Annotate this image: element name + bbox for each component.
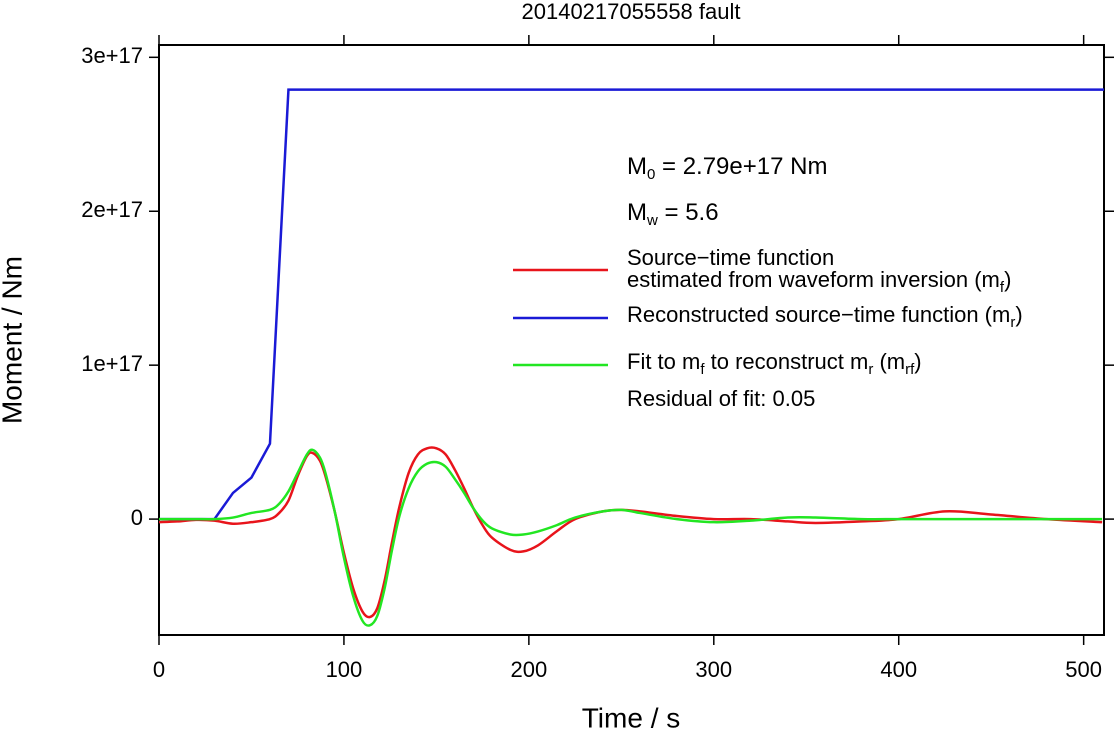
x-tick-label: 200	[511, 657, 548, 682]
subscript: rf	[905, 361, 915, 378]
subscript: r	[1010, 314, 1015, 331]
subscript: r	[868, 361, 873, 378]
text-part: (m	[873, 349, 905, 374]
text-part: estimated from waveform inversion (m	[627, 267, 1000, 292]
subscript: f	[1000, 279, 1005, 296]
text-part: = 2.79e+17 Nm	[655, 153, 827, 180]
text-part: Fit to m	[627, 349, 700, 374]
annotation: Mw = 5.6	[627, 199, 719, 229]
y-tick-label: 3e+17	[81, 43, 143, 68]
line-series	[159, 448, 1103, 627]
subscript: w	[646, 212, 658, 229]
x-tick-label: 0	[153, 657, 165, 682]
text-part: to reconstruct m	[705, 349, 869, 374]
text-part: Source−time function	[627, 245, 834, 270]
y-tick-label: 1e+17	[81, 351, 143, 376]
x-tick-label: 400	[880, 657, 917, 682]
text-part: M	[627, 153, 647, 180]
y-axis-label: Moment / Nm	[0, 256, 27, 424]
legend-label: Reconstructed source−time function (mr)	[627, 302, 1023, 331]
text-part: )	[1015, 302, 1022, 327]
annotation: Residual of fit: 0.05	[627, 386, 815, 411]
text-part: )	[1004, 267, 1011, 292]
x-tick-label: 100	[326, 657, 363, 682]
x-tick-label: 500	[1065, 657, 1102, 682]
annotation: M0 = 2.79e+17 Nm	[627, 153, 827, 183]
chart-title: 20140217055558 fault	[522, 0, 741, 24]
text-part: M	[627, 199, 647, 226]
y-tick-label: 2e+17	[81, 197, 143, 222]
text-part: Reconstructed source−time function (m	[627, 302, 1010, 327]
subscript: 0	[647, 166, 655, 183]
plot-frame	[158, 44, 1105, 636]
x-tick-label: 300	[695, 657, 732, 682]
legend-label: Source−time function	[627, 245, 834, 270]
text-part: )	[914, 349, 921, 374]
legend-label: estimated from waveform inversion (mf)	[627, 267, 1011, 296]
x-axis-label: Time / s	[582, 702, 681, 733]
text-part: Residual of fit: 0.05	[627, 386, 815, 411]
subscript: f	[700, 361, 705, 378]
y-tick-label: 0	[131, 505, 143, 530]
text-part: = 5.6	[658, 199, 719, 226]
legend-label: Fit to mf to reconstruct mr (mrf)	[627, 349, 922, 378]
line-series	[159, 446, 1103, 619]
